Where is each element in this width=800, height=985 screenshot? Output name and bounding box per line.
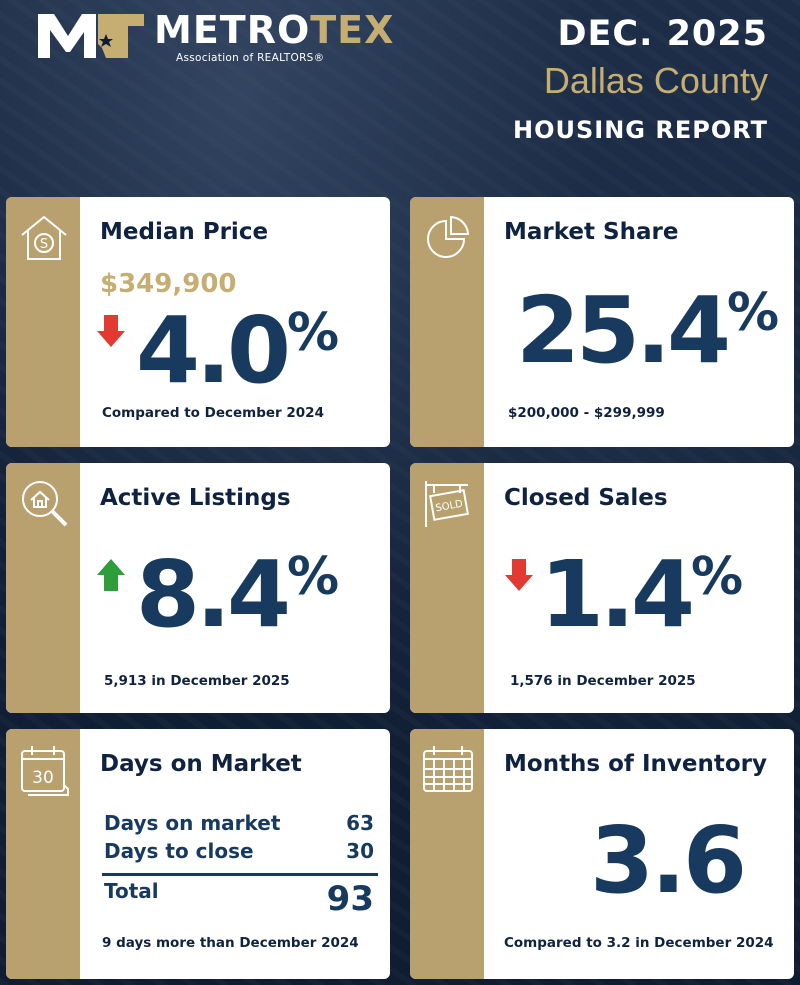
days-on-market-title: Days on Market [100, 751, 302, 777]
svg-text:SOLD: SOLD [435, 499, 464, 515]
logo-mark-icon [38, 14, 144, 58]
calendar-30-icon: 30 [21, 746, 69, 796]
calendar-grid-icon [423, 746, 473, 792]
closed-sales-note: 1,576 in December 2025 [510, 673, 696, 689]
days-to-close-row: Days to close 30 [104, 839, 374, 863]
house-dollar-icon: S [21, 215, 67, 260]
pie-chart-icon [427, 215, 470, 258]
svg-text:S: S [40, 237, 48, 252]
active-listings-note: 5,913 in December 2025 [104, 673, 290, 689]
months-inventory-value: 3.6 [590, 807, 747, 914]
down-arrow-icon [505, 559, 533, 591]
median-price-change: 4.0% [136, 297, 340, 404]
months-inventory-card: Months of Inventory 3.6 Compared to 3.2 … [410, 729, 794, 979]
sold-sign-icon: SOLD [425, 481, 469, 527]
logo-wordmark: METROTEX Association of REALTORS® [154, 10, 394, 64]
median-price-note: Compared to December 2024 [102, 405, 324, 421]
closed-sales-title: Closed Sales [504, 485, 668, 511]
down-arrow-icon [97, 315, 125, 347]
card-accent-strip [410, 463, 484, 713]
svg-text:30: 30 [32, 768, 54, 788]
closed-sales-change: 1.4% [540, 541, 744, 648]
report-title: HOUSING REPORT [513, 116, 768, 144]
total-row: Total 93 [104, 879, 374, 919]
active-listings-change: 8.4% [136, 541, 340, 648]
days-on-market-card: 30 Days on Market Days on market 63 Days… [6, 729, 390, 979]
days-on-market-note: 9 days more than December 2024 [102, 935, 359, 951]
total-value: 93 [326, 879, 374, 919]
median-price-card: S Median Price $349,900 4.0% Compared to… [6, 197, 390, 447]
market-share-note: $200,000 - $299,999 [508, 405, 665, 421]
logo-word-tex: TEX [310, 8, 395, 52]
metrotex-logo: METROTEX Association of REALTORS® [36, 8, 393, 64]
active-listings-card: Active Listings 8.4% 5,913 in December 2… [6, 463, 390, 713]
market-share-title: Market Share [504, 219, 679, 245]
days-on-market-row: Days on market 63 [104, 811, 374, 835]
report-date: DEC. 2025 [557, 14, 768, 54]
active-listings-title: Active Listings [100, 485, 291, 511]
card-accent-strip [6, 729, 80, 979]
median-price-title: Median Price [100, 219, 269, 245]
logo-subtitle: Association of REALTORS® [176, 52, 325, 64]
up-arrow-icon [97, 559, 125, 591]
market-share-card: Market Share 25.4% $200,000 - $299,999 [410, 197, 794, 447]
market-share-value: 25.4% [516, 277, 780, 384]
logo-word-metro: METRO [154, 8, 311, 52]
card-accent-strip [6, 197, 80, 447]
months-inventory-note: Compared to 3.2 in December 2024 [504, 935, 774, 951]
months-inventory-title: Months of Inventory [504, 751, 767, 777]
closed-sales-card: SOLD Closed Sales 1.4% 1,576 in December… [410, 463, 794, 713]
county-name: Dallas County [543, 60, 768, 101]
total-divider [102, 873, 378, 876]
magnifier-house-icon [22, 481, 68, 527]
median-price-value: $349,900 [100, 269, 237, 299]
